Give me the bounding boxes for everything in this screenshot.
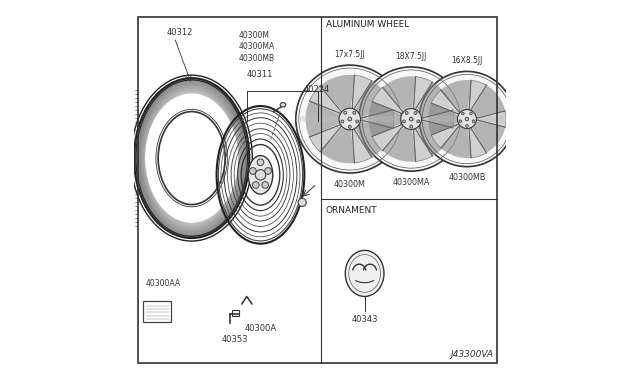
Ellipse shape <box>414 112 417 115</box>
Polygon shape <box>320 75 355 110</box>
Ellipse shape <box>403 120 405 123</box>
Ellipse shape <box>262 182 269 188</box>
Text: 40311: 40311 <box>246 70 273 79</box>
Ellipse shape <box>341 120 344 123</box>
Bar <box>419 116 515 122</box>
Text: 40300M
40300MA
40300MB: 40300M 40300MA 40300MB <box>239 31 275 63</box>
Polygon shape <box>355 121 393 157</box>
Ellipse shape <box>348 117 351 121</box>
Ellipse shape <box>472 120 475 122</box>
Polygon shape <box>472 85 505 117</box>
Ellipse shape <box>346 250 384 296</box>
Ellipse shape <box>405 112 408 115</box>
Polygon shape <box>417 82 453 117</box>
Polygon shape <box>383 127 415 162</box>
Text: J43300VA: J43300VA <box>451 350 493 359</box>
Text: 40300M: 40300M <box>334 180 365 189</box>
Ellipse shape <box>419 71 515 167</box>
Ellipse shape <box>255 170 266 180</box>
Text: 40312: 40312 <box>167 28 193 37</box>
Polygon shape <box>413 129 433 161</box>
Ellipse shape <box>465 118 468 121</box>
Ellipse shape <box>417 120 420 123</box>
Ellipse shape <box>265 168 271 174</box>
Polygon shape <box>305 101 339 137</box>
Polygon shape <box>417 121 453 156</box>
Ellipse shape <box>461 112 464 115</box>
Ellipse shape <box>257 159 264 166</box>
Bar <box>143 301 172 322</box>
Ellipse shape <box>344 111 347 114</box>
Text: 40353: 40353 <box>221 335 248 344</box>
Polygon shape <box>472 121 505 153</box>
Polygon shape <box>441 126 471 158</box>
Text: 40343: 40343 <box>351 315 378 324</box>
Ellipse shape <box>470 112 472 115</box>
Text: ALUMINUM WHEEL: ALUMINUM WHEEL <box>326 20 409 29</box>
Polygon shape <box>309 125 342 152</box>
Ellipse shape <box>359 67 463 171</box>
Text: 40224: 40224 <box>303 85 330 94</box>
Text: 16X8.5JJ: 16X8.5JJ <box>451 57 483 65</box>
Polygon shape <box>372 124 403 151</box>
Ellipse shape <box>339 108 360 130</box>
Text: 40300MA: 40300MA <box>392 178 430 187</box>
Polygon shape <box>431 124 460 148</box>
Polygon shape <box>360 110 394 128</box>
Ellipse shape <box>410 125 413 128</box>
Polygon shape <box>352 129 372 163</box>
Ellipse shape <box>250 168 256 174</box>
Polygon shape <box>372 87 403 114</box>
Polygon shape <box>355 81 393 117</box>
Ellipse shape <box>458 109 476 129</box>
Text: 17x7.5JJ: 17x7.5JJ <box>334 50 365 59</box>
Polygon shape <box>352 75 372 109</box>
Polygon shape <box>441 80 471 112</box>
Bar <box>232 310 239 316</box>
Ellipse shape <box>248 155 273 194</box>
Ellipse shape <box>296 65 404 173</box>
Text: 40300MB: 40300MB <box>448 173 486 182</box>
Polygon shape <box>383 76 415 111</box>
Polygon shape <box>320 128 355 163</box>
Polygon shape <box>469 128 486 158</box>
Polygon shape <box>431 90 460 114</box>
Text: 40300A: 40300A <box>244 324 276 333</box>
Text: ORNAMENT: ORNAMENT <box>326 206 377 215</box>
Ellipse shape <box>459 120 461 122</box>
Text: 40300AA: 40300AA <box>145 279 180 288</box>
Bar <box>359 116 463 122</box>
Polygon shape <box>309 86 342 113</box>
Text: 18X7.5JJ: 18X7.5JJ <box>396 52 427 61</box>
Polygon shape <box>413 77 433 109</box>
Polygon shape <box>476 111 506 127</box>
Ellipse shape <box>410 117 413 121</box>
Ellipse shape <box>401 109 422 129</box>
Ellipse shape <box>280 103 285 107</box>
Ellipse shape <box>252 182 259 188</box>
Ellipse shape <box>466 125 468 127</box>
Bar <box>296 116 404 122</box>
Polygon shape <box>369 102 401 137</box>
Polygon shape <box>428 103 458 135</box>
Polygon shape <box>469 80 486 110</box>
Ellipse shape <box>356 120 358 123</box>
Polygon shape <box>422 110 454 128</box>
Ellipse shape <box>353 111 356 114</box>
Ellipse shape <box>298 198 307 206</box>
Ellipse shape <box>348 125 351 128</box>
